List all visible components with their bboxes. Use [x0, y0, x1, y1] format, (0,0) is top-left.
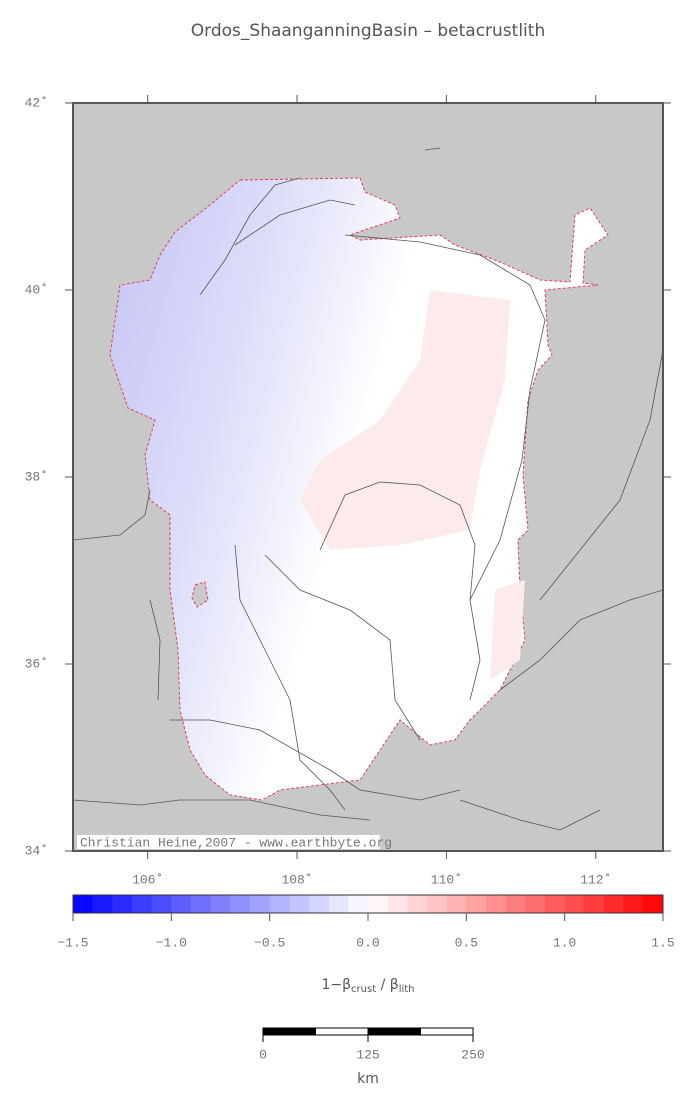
colorbar-tick-label: 1.5 [651, 935, 674, 950]
label-sub: crust [351, 984, 376, 995]
axes: 106˚ 108˚ 110˚ 112˚ 34˚ 36˚ 38˚ 40˚ 42˚ −1.5 −1.0 −… [25, 95, 675, 1087]
colorbar-cell [171, 895, 192, 913]
colorbar-tick-label: −1.5 [57, 935, 88, 950]
colorbar-cell [505, 895, 526, 913]
colorbar-cell [427, 895, 448, 913]
x-tick-label: 112˚ [580, 872, 611, 887]
scalebar-segment [315, 1027, 369, 1036]
colorbar-cell [112, 895, 133, 913]
scalebar-tick-label: 250 [461, 1047, 484, 1062]
colorbar-cell [643, 895, 664, 913]
scalebar-segment [262, 1027, 316, 1036]
colorbar-cell [309, 895, 330, 913]
credit: Christian Heine,2007 - www.earthbyte.org [80, 835, 392, 850]
colorbar-cell [466, 895, 487, 913]
positive-zone [300, 290, 510, 550]
title: Ordos_ShaanganningBasin – betacrustlith [191, 21, 545, 41]
y-tick-label: 40˚ [25, 282, 48, 297]
positive-zone [490, 580, 525, 680]
colorbar-cell [151, 895, 172, 913]
credit-box [77, 835, 380, 849]
rivers [73, 147, 663, 831]
y-tick-label: 38˚ [25, 469, 48, 484]
x-tick-label: 106˚ [132, 872, 163, 887]
island [191, 581, 209, 608]
y-tick-label: 42˚ [25, 95, 48, 110]
colorbar-label: 1−βcrust / βlith [321, 977, 414, 995]
colorbar-cell [348, 895, 369, 913]
colorbar-cell [289, 895, 310, 913]
scalebar-tick-label: 0 [259, 1047, 267, 1062]
label-part: / β [376, 977, 399, 993]
label-part: 1−β [321, 977, 351, 993]
map: Christian Heine,2007 - www.earthbyte.org [73, 103, 663, 851]
colorbar-cell [446, 895, 467, 913]
colorbar-tick-label: 0.5 [455, 935, 478, 950]
colorbar-tick-label: 1.0 [553, 935, 576, 950]
colorbar-tick-label: −1.0 [156, 935, 187, 950]
scalebar-segment [420, 1027, 474, 1036]
label-sub: lith [399, 984, 415, 995]
colorbar-cell [525, 895, 546, 913]
colorbar-cell [623, 895, 644, 913]
colorbar-cell [230, 895, 251, 913]
colorbar-cell [368, 895, 389, 913]
y-tick-label: 34˚ [25, 843, 48, 858]
colorbar-cell [545, 895, 566, 913]
colorbar-cell [604, 895, 625, 913]
colorbar-cell [250, 895, 271, 913]
colorbar-cell [564, 895, 585, 913]
scalebar-unit: km [357, 1071, 379, 1087]
colorbar-cell [73, 895, 94, 913]
colorbar-cell [407, 895, 428, 913]
y-tick-label: 36˚ [25, 656, 48, 671]
scalebar-tick-label: 125 [356, 1047, 379, 1062]
x-tick-label: 110˚ [431, 872, 462, 887]
colorbar-cell [92, 895, 113, 913]
colorbar-cell [328, 895, 349, 913]
colorbar-tick-label: −0.5 [254, 935, 285, 950]
x-tick-label: 108˚ [281, 872, 312, 887]
colorbar-cell [387, 895, 408, 913]
colorbar-cell [191, 895, 212, 913]
scalebar-segment [367, 1027, 421, 1036]
colorbar-cell [486, 895, 507, 913]
colorbar-cell [584, 895, 605, 913]
colorbar-tick-label: 0.0 [356, 935, 379, 950]
colorbar-cell [132, 895, 153, 913]
colorbar-cell [269, 895, 290, 913]
colorbar-cell [210, 895, 231, 913]
